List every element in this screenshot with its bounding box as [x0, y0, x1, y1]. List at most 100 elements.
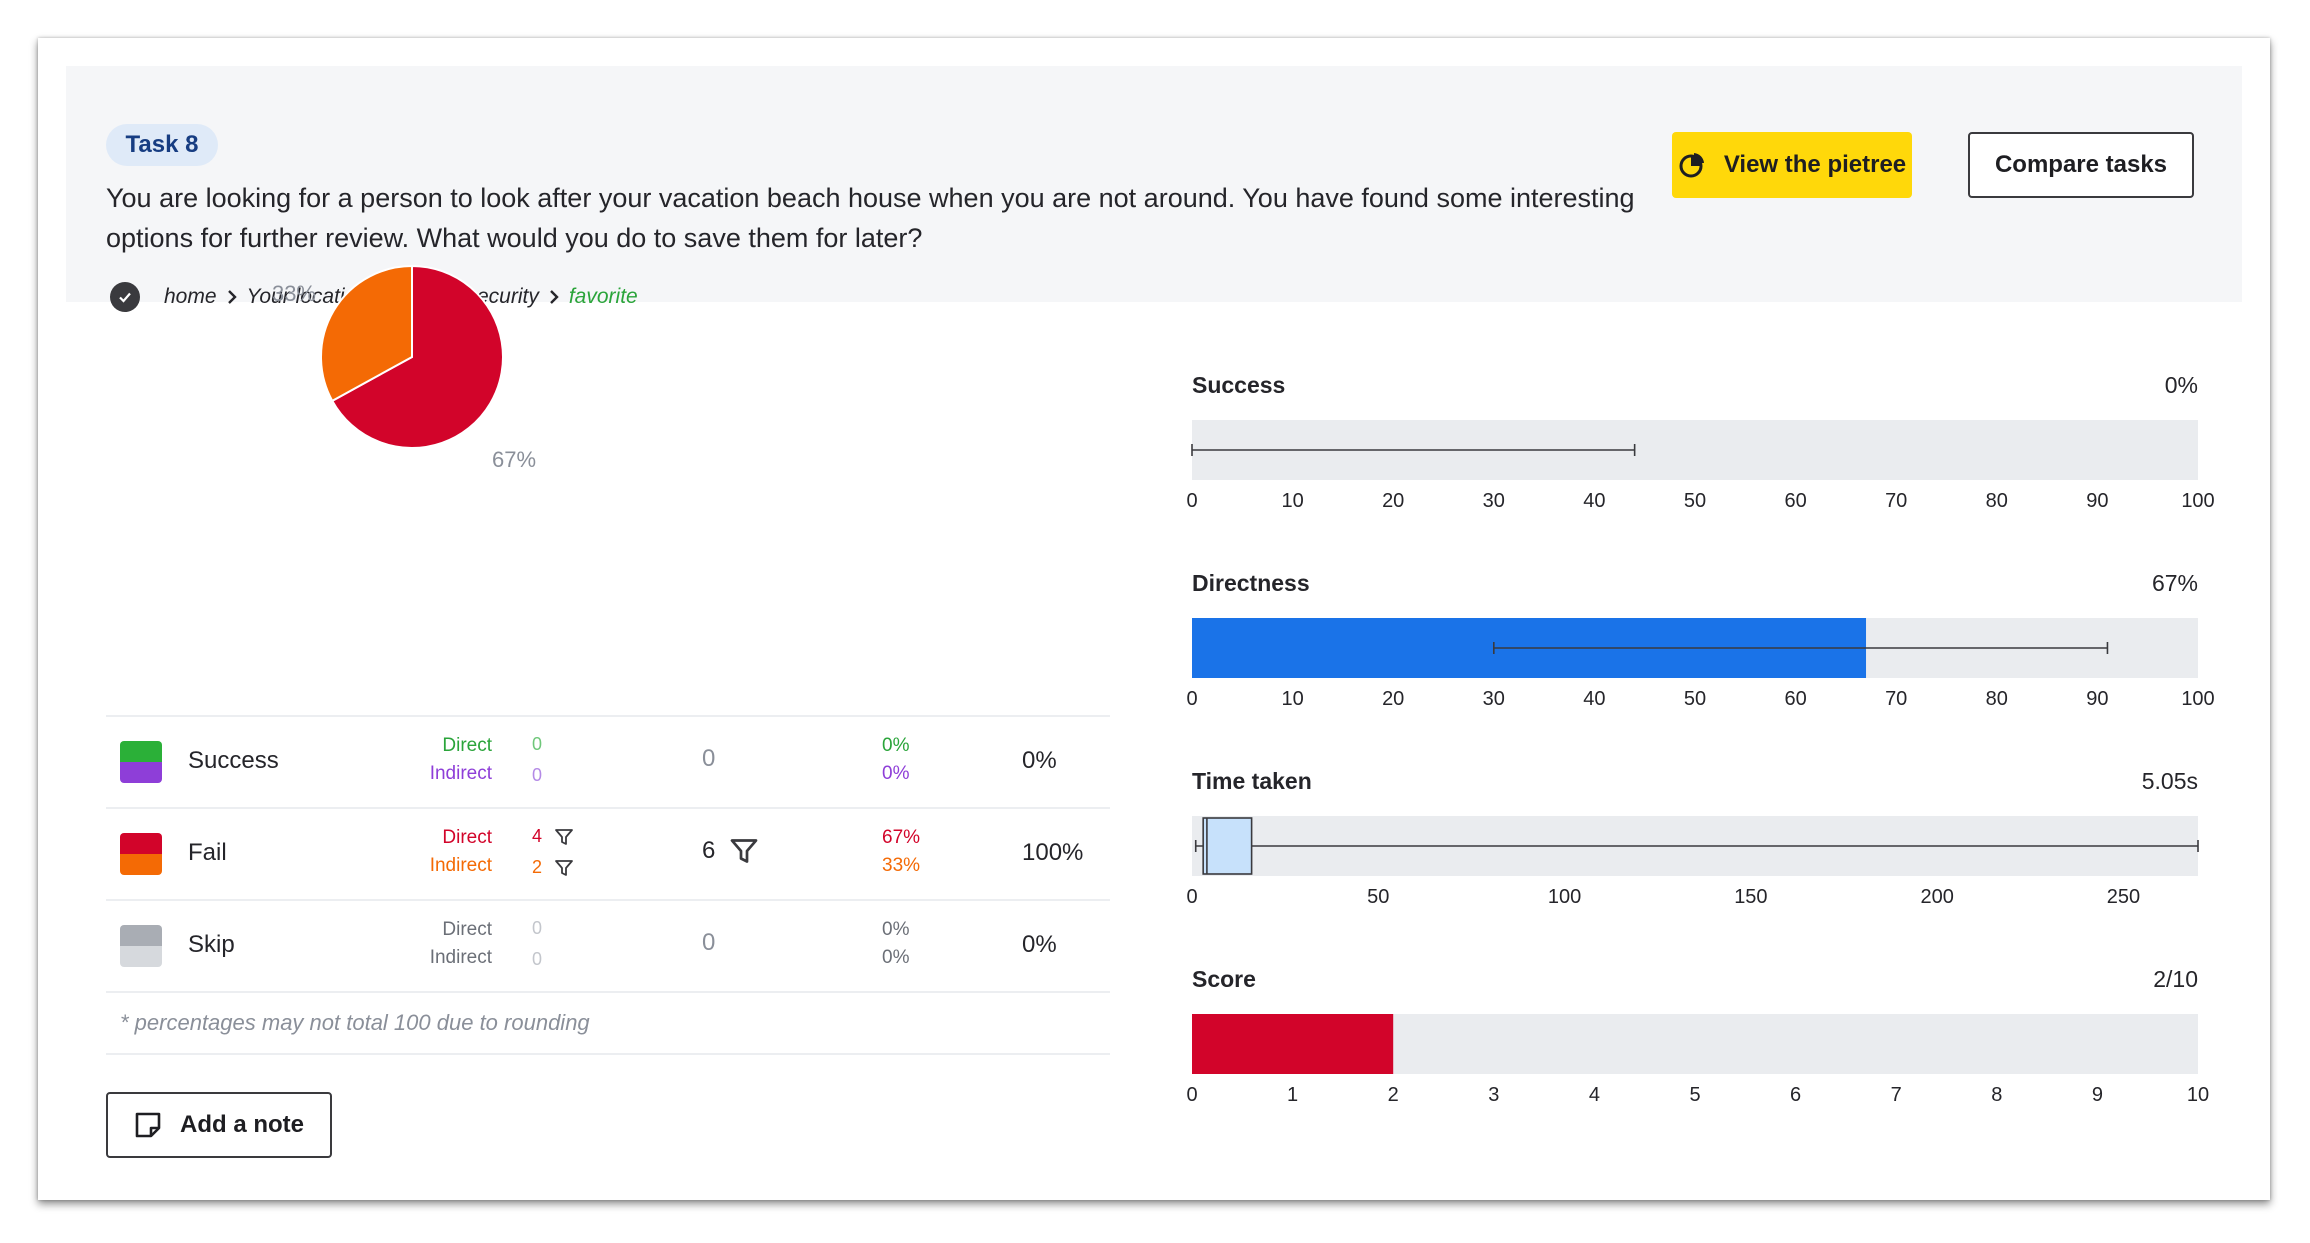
- axis-tick-label: 0: [1186, 688, 1198, 710]
- axis-tick-label: 7: [1890, 1084, 1902, 1106]
- axis-tick-label: 10: [1281, 688, 1304, 710]
- table-row-fail: Fail Direct Indirect 4 2 6 67% 33% 100%: [106, 807, 1110, 899]
- metric-value: 2/10: [2153, 966, 2198, 992]
- row-label: Skip: [188, 931, 235, 958]
- axis-tick-label: 90: [2086, 688, 2109, 710]
- direct-label: Direct: [442, 827, 492, 848]
- total-count: 0: [702, 745, 716, 772]
- add-note-button[interactable]: Add a note: [106, 1092, 332, 1158]
- axis-tick-label: 70: [1885, 688, 1908, 710]
- view-pietree-button[interactable]: View the pietree: [1672, 132, 1912, 198]
- axis-tick-label: 0: [1186, 1084, 1198, 1106]
- metric-title: Time taken: [1192, 768, 1312, 794]
- metric-axis: 0 50 100 150 200 250: [1186, 886, 2198, 916]
- axis-tick-label: 9: [2091, 1084, 2103, 1106]
- task-results-card: Task 8 You are looking for a person to l…: [38, 38, 2270, 1200]
- breadcrumb-item-favorite: favorite: [568, 285, 638, 308]
- row-percent: 0%: [1022, 931, 1057, 958]
- axis-tick-label: 100: [2181, 490, 2215, 512]
- axis-tick-label: 40: [1583, 688, 1606, 710]
- axis-tick-label: 150: [1734, 886, 1768, 908]
- metric-plot: [1192, 1014, 1394, 1074]
- axis-tick-label: 40: [1583, 490, 1606, 512]
- indirect-count: 2: [532, 857, 543, 877]
- axis-tick-label: 20: [1382, 490, 1405, 512]
- task-question: You are looking for a person to look aft…: [106, 183, 1635, 253]
- metric-value: 67%: [2151, 570, 2198, 596]
- breadcrumb-item-security: security: [466, 285, 539, 308]
- add-note-label: Add a note: [180, 1111, 304, 1138]
- axis-tick-label: 10: [1281, 490, 1304, 512]
- metric-axis: 0 1 2 3 4 5 6 7 8 9 10: [1186, 1084, 2209, 1114]
- pietree-icon: [1679, 153, 1704, 178]
- total-count: 6: [702, 837, 716, 864]
- row-label: Success: [188, 747, 279, 774]
- axis-tick-label: 100: [1547, 886, 1582, 908]
- metric-plot: [1194, 817, 2199, 875]
- indirect-percent: 0%: [882, 947, 910, 968]
- breadcrumb: home Your location jobs security favorit…: [110, 280, 638, 314]
- chevron-right-icon: [368, 289, 398, 305]
- metric-axis: 0 10 20 30 40 50 60 70 80 90 100: [1186, 688, 2214, 718]
- axis-tick-label: 2: [1387, 1084, 1399, 1106]
- direct-count: 4: [532, 826, 543, 846]
- breadcrumb-item-jobs: jobs: [397, 285, 437, 308]
- axis-tick-label: 0: [1186, 886, 1198, 908]
- row-percent: 100%: [1022, 839, 1084, 866]
- axis-tick-label: 10: [2186, 1084, 2210, 1106]
- direct-count: 0: [532, 918, 543, 938]
- check-circle-icon: [110, 282, 140, 312]
- metric-title: Success: [1192, 372, 1286, 398]
- axis-tick-label: 50: [1683, 688, 1707, 710]
- note-icon: [135, 1112, 161, 1138]
- axis-tick-label: 70: [1885, 490, 1908, 512]
- axis-tick-label: 100: [2181, 688, 2215, 710]
- direct-percent: 67%: [882, 827, 921, 848]
- axis-tick-label: 30: [1482, 490, 1505, 512]
- axis-tick-label: 8: [1991, 1084, 2003, 1106]
- metric-title: Directness: [1192, 570, 1310, 596]
- axis-tick-label: 80: [1985, 688, 2008, 710]
- success-swatch: [120, 741, 162, 783]
- axis-tick-label: 80: [1985, 490, 2008, 512]
- filter-icon[interactable]: [729, 837, 759, 865]
- axis-tick-label: 60: [1784, 490, 1807, 512]
- axis-tick-label: 4: [1588, 1084, 1600, 1106]
- axis-tick-label: 50: [1683, 490, 1707, 512]
- indirect-label: Indirect: [429, 763, 492, 784]
- metric-plot: [1191, 444, 1636, 456]
- metric-title: Score: [1192, 966, 1256, 992]
- results-table: Success Direct Indirect 0 0 0 0% 0% 0% F…: [106, 715, 1110, 1055]
- breadcrumb-item-location: Your location: [246, 285, 368, 308]
- axis-tick-label: 20: [1382, 688, 1405, 710]
- metric-bar: [1192, 1014, 1394, 1074]
- metric-value: 5.05s: [2141, 768, 2198, 794]
- axis-tick-label: 30: [1482, 688, 1505, 710]
- metric-plot: [1192, 618, 2109, 678]
- row-percent: 0%: [1022, 747, 1057, 774]
- filter-icon[interactable]: [554, 859, 574, 877]
- task-badge: Task 8: [106, 124, 218, 166]
- table-row-skip: Skip Direct Indirect 0 0 0 0% 0% 0%: [106, 899, 1110, 991]
- direct-count: 0: [532, 734, 543, 754]
- skip-swatch: [120, 925, 162, 967]
- metric-value: 0%: [2164, 372, 2198, 398]
- indirect-percent: 0%: [882, 763, 910, 784]
- axis-tick-label: 3: [1488, 1084, 1500, 1106]
- indirect-label: Indirect: [429, 947, 492, 968]
- direct-percent: 0%: [882, 919, 910, 940]
- axis-tick-label: 60: [1784, 688, 1807, 710]
- fail-swatch: [120, 833, 162, 875]
- indirect-label: Indirect: [429, 855, 492, 876]
- chevron-right-icon: [436, 289, 466, 305]
- indirect-count: 0: [532, 949, 543, 969]
- compare-tasks-button[interactable]: Compare tasks: [1968, 132, 2194, 198]
- direct-label: Direct: [442, 735, 492, 756]
- chevron-right-icon: [217, 289, 247, 305]
- filter-icon[interactable]: [554, 828, 574, 846]
- axis-tick-label: 1: [1287, 1084, 1299, 1106]
- axis-tick-label: 0: [1186, 490, 1198, 512]
- breadcrumb-item-home: home: [164, 285, 217, 308]
- indirect-count: 0: [532, 765, 543, 785]
- indirect-percent: 33%: [882, 855, 921, 876]
